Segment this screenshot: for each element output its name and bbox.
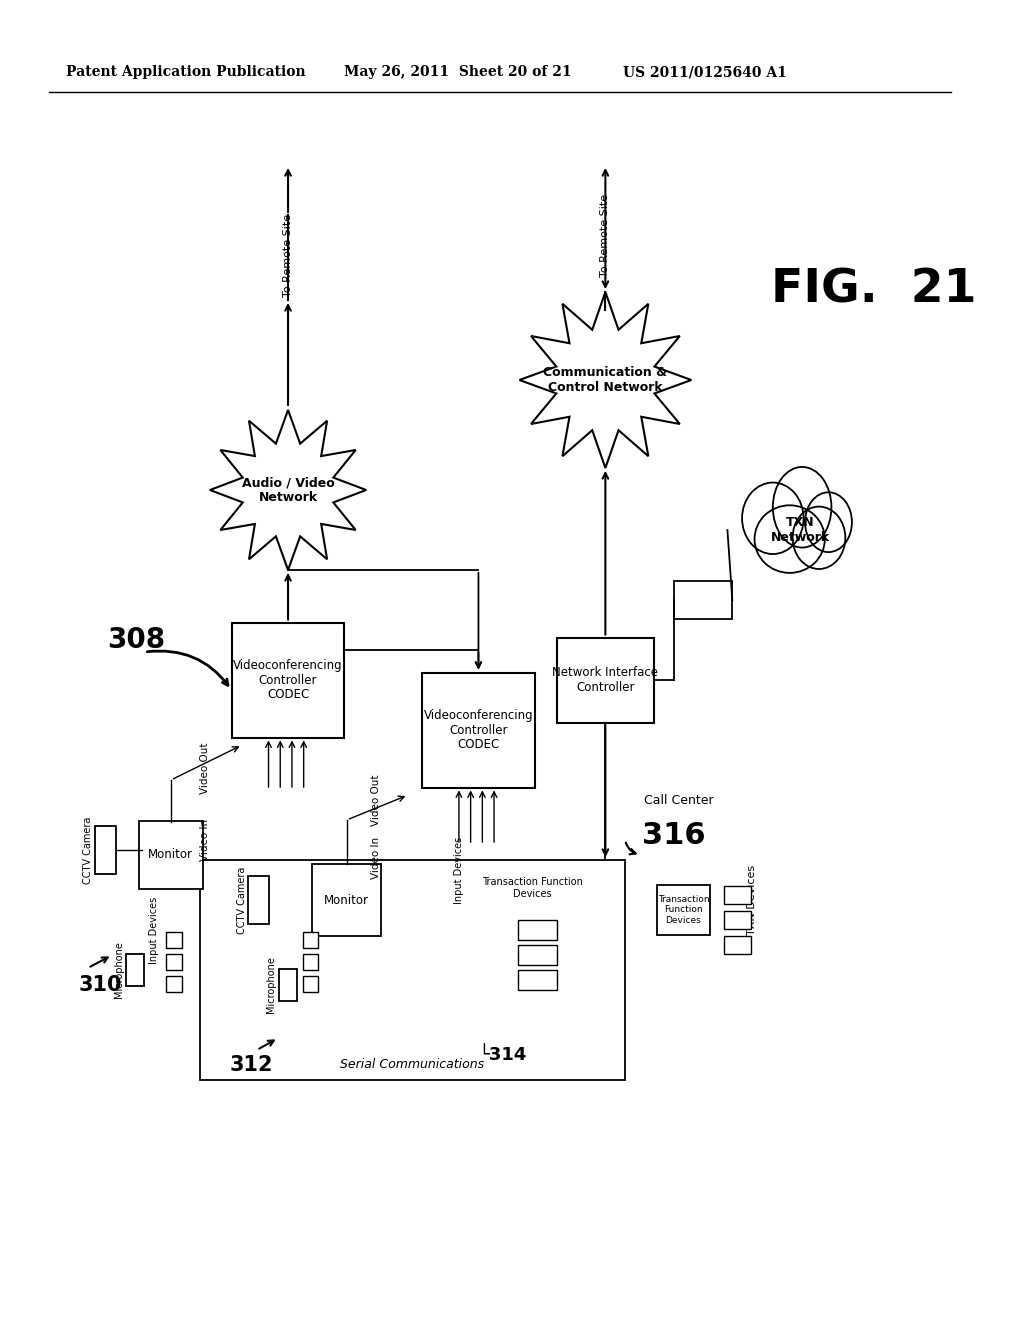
Ellipse shape xyxy=(805,492,852,552)
Bar xyxy=(166,932,181,948)
Bar xyxy=(517,920,557,940)
Text: To Remote Site: To Remote Site xyxy=(600,194,610,277)
Bar xyxy=(517,970,557,990)
Bar xyxy=(231,623,344,738)
Text: Audio / Video
Network: Audio / Video Network xyxy=(242,477,335,504)
Text: Video In: Video In xyxy=(200,818,210,861)
Text: Patent Application Publication: Patent Application Publication xyxy=(67,65,306,79)
Text: TXN
Network: TXN Network xyxy=(771,516,830,544)
Bar xyxy=(724,936,751,954)
Text: Videoconferencing
Controller
CODEC: Videoconferencing Controller CODEC xyxy=(233,659,343,701)
Polygon shape xyxy=(210,411,367,570)
Text: Input Devices: Input Devices xyxy=(454,837,464,904)
Text: Call Center: Call Center xyxy=(644,793,714,807)
Text: To Remote Site: To Remote Site xyxy=(283,214,293,297)
Bar xyxy=(724,886,751,904)
Text: Microphone: Microphone xyxy=(114,941,124,998)
Text: US 2011/0125640 A1: US 2011/0125640 A1 xyxy=(623,65,786,79)
Bar xyxy=(139,821,203,888)
Ellipse shape xyxy=(742,483,804,554)
Bar xyxy=(166,954,181,970)
Text: Transaction Function
Devices: Transaction Function Devices xyxy=(481,878,583,899)
Ellipse shape xyxy=(755,506,824,573)
Text: 310: 310 xyxy=(78,975,122,995)
Bar xyxy=(674,581,732,619)
Bar xyxy=(126,954,143,986)
Text: TXN Devices: TXN Devices xyxy=(746,865,757,935)
Text: Video In: Video In xyxy=(371,837,381,879)
Text: Monitor: Monitor xyxy=(148,849,194,862)
Text: 316: 316 xyxy=(642,821,707,850)
Text: Video Out: Video Out xyxy=(371,775,381,826)
Bar xyxy=(724,911,751,929)
Bar xyxy=(303,932,318,948)
Bar xyxy=(557,638,654,722)
Text: CCTV Camera: CCTV Camera xyxy=(83,816,93,883)
Text: 308: 308 xyxy=(108,626,166,653)
Text: Network Interface
Controller: Network Interface Controller xyxy=(552,667,658,694)
Bar xyxy=(166,975,181,993)
Bar xyxy=(422,672,535,788)
Bar xyxy=(303,954,318,970)
Bar xyxy=(94,826,116,874)
Text: └314: └314 xyxy=(478,1045,526,1064)
Bar xyxy=(303,975,318,993)
Text: Input Devices: Input Devices xyxy=(150,896,160,964)
Bar xyxy=(248,876,269,924)
Bar xyxy=(517,945,557,965)
Text: 312: 312 xyxy=(229,1055,273,1074)
Text: Video Out: Video Out xyxy=(200,742,210,793)
Text: Videoconferencing
Controller
CODEC: Videoconferencing Controller CODEC xyxy=(424,709,534,751)
Bar xyxy=(312,865,381,936)
Text: Microphone: Microphone xyxy=(266,957,276,1014)
Text: Communication &
Control Network: Communication & Control Network xyxy=(544,366,668,393)
Bar xyxy=(200,861,625,1080)
Ellipse shape xyxy=(793,507,846,569)
Text: May 26, 2011  Sheet 20 of 21: May 26, 2011 Sheet 20 of 21 xyxy=(344,65,571,79)
Text: Transaction
Function
Devices: Transaction Function Devices xyxy=(657,895,710,925)
Polygon shape xyxy=(519,292,691,469)
Bar xyxy=(280,969,297,1001)
Text: FIG.  21: FIG. 21 xyxy=(771,268,977,313)
Text: CCTV Camera: CCTV Camera xyxy=(238,866,247,933)
Text: Serial Communications: Serial Communications xyxy=(340,1059,484,1072)
Text: Monitor: Monitor xyxy=(325,894,369,907)
Bar xyxy=(656,884,711,935)
Ellipse shape xyxy=(773,467,831,548)
